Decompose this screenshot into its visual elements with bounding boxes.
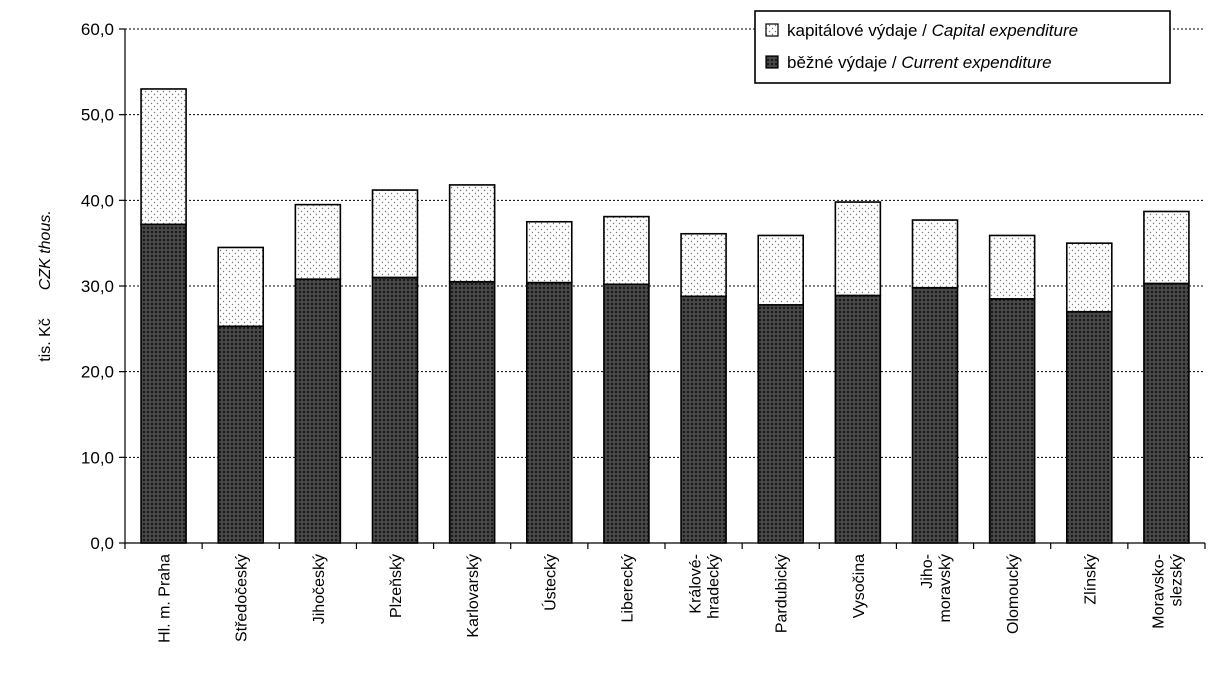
y-tick-label: 40,0 (81, 191, 114, 210)
x-tick-label: Vysočina (851, 554, 868, 618)
bar-capital-expenditure (525, 220, 573, 284)
x-tick-label: Karlovarský (465, 554, 482, 638)
bar-current-expenditure (1065, 310, 1113, 544)
gridlines (125, 28, 1205, 458)
y-axis-label: tis. KčCZK thous. (37, 210, 54, 362)
x-tick-label: Jihočeský (311, 554, 328, 624)
legend-label-capital: kapitálové výdaje / Capital expenditure (787, 21, 1078, 40)
bar-current-expenditure (525, 281, 573, 544)
bar-capital-expenditure (448, 184, 496, 283)
x-tick-label: Zlínský (1082, 554, 1099, 605)
y-tick-label: 10,0 (81, 448, 114, 467)
bar-current-expenditure (911, 286, 959, 544)
bar-capital-expenditure (911, 219, 959, 289)
bar-current-expenditure (757, 304, 805, 544)
bar-capital-expenditure (680, 232, 727, 298)
y-tick-label: 20,0 (81, 363, 114, 382)
bar-current-expenditure (680, 295, 727, 544)
bar-current-expenditure (448, 280, 496, 544)
x-tick-labels: Hl. m. Praha Středočeský Jihočeský Plzeňský… (157, 554, 1186, 643)
axes (119, 28, 1206, 549)
bar-capital-expenditure (217, 246, 265, 328)
bar-current-expenditure (140, 223, 187, 544)
legend: kapitálové výdaje / Capital expenditure b… (754, 10, 1171, 84)
bar-current-expenditure (371, 276, 419, 544)
x-tick-label: Moravsko-slezský (1150, 554, 1185, 629)
bar-current-expenditure (217, 325, 265, 544)
bar-capital-expenditure (1065, 242, 1113, 313)
bar-capital-expenditure (294, 203, 342, 280)
bar-capital-expenditure (371, 189, 419, 279)
x-tick-label: Hl. m. Praha (157, 554, 174, 643)
bar-current-expenditure (294, 278, 342, 544)
legend-label-current: běžné výdaje / Current expenditure (787, 53, 1052, 72)
bar-current-expenditure (834, 294, 882, 544)
y-tick-label: 60,0 (81, 20, 114, 39)
y-tick-label: 30,0 (81, 277, 114, 296)
bar-capital-expenditure (603, 215, 650, 286)
x-tick-label: Ústecký (540, 554, 559, 611)
x-tick-label: Jiho-moravský (919, 554, 954, 622)
bar-capital-expenditure (988, 234, 1036, 300)
bar-current-expenditure (988, 298, 1036, 544)
y-tick-label: 0,0 (90, 534, 114, 553)
x-tick-label: Středočeský (234, 554, 251, 642)
x-tick-label: Pardubický (774, 554, 791, 633)
bar-current-expenditure (1143, 282, 1190, 544)
bar-capital-expenditure (1143, 210, 1190, 285)
bar-capital-expenditure (140, 88, 187, 226)
legend-swatch-current (765, 55, 779, 69)
bar-capital-expenditure (757, 234, 805, 306)
y-axis-title: tis. KčCZK thous. (37, 210, 54, 362)
bars (140, 88, 1190, 544)
legend-box (754, 10, 1171, 84)
x-tick-label: Olomoucký (1005, 554, 1022, 634)
y-tick-labels: 0,0 10,0 20,0 30,0 40,0 50,0 60,0 (81, 20, 114, 553)
x-tick-label: Plzeňský (388, 554, 405, 618)
bar-capital-expenditure (834, 201, 882, 297)
bar-current-expenditure (603, 283, 650, 544)
legend-swatch-capital (765, 23, 779, 37)
y-tick-label: 50,0 (81, 106, 114, 125)
x-tick-label: Liberecký (619, 554, 636, 622)
x-tick-label: Králové-hradecký (688, 554, 723, 619)
